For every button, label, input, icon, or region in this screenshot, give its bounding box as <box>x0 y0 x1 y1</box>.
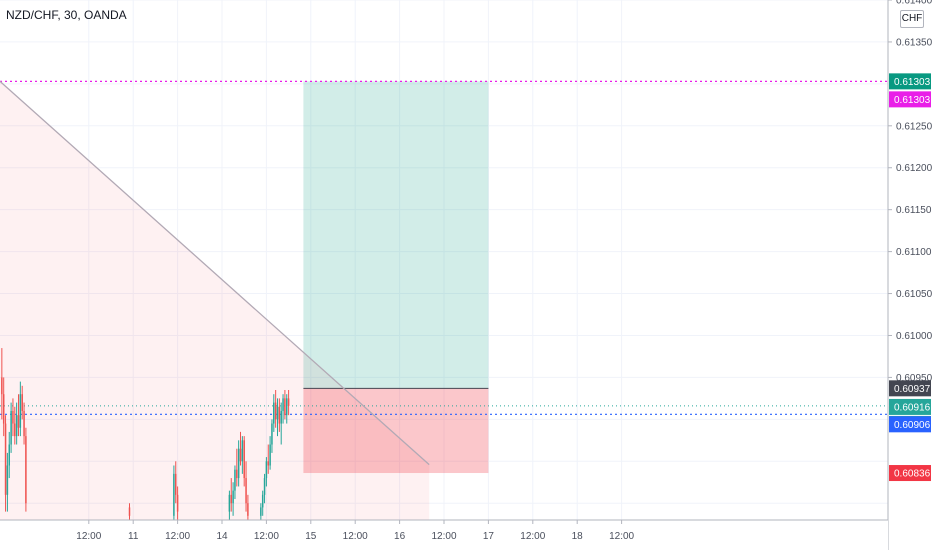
candle-body <box>241 440 244 462</box>
current-price-tag-bg <box>889 398 931 415</box>
time-tick-label: 12:00 <box>254 531 279 542</box>
candle-body <box>8 444 10 466</box>
time-tick-label: 15 <box>305 531 317 542</box>
loss-zone <box>303 388 489 474</box>
price-tags: 0.613030.613030.609370.6091609:360.60906… <box>889 73 931 482</box>
time-tick-label: 14 <box>216 531 228 542</box>
price-level-lines <box>0 80 888 415</box>
entry-price-tag: 0.60937 <box>894 384 931 395</box>
currency-button[interactable]: CHF <box>900 10 924 28</box>
candle-body <box>263 478 266 495</box>
take-profit-tag: 0.61303 <box>894 77 931 88</box>
candle-body <box>176 494 179 512</box>
price-tick-label: 0.60950 <box>896 373 932 384</box>
candle-body <box>276 406 279 420</box>
candle-body <box>128 507 131 516</box>
chart-grid <box>0 0 888 520</box>
candle-body <box>274 402 277 420</box>
price-tick-label: 0.61150 <box>896 205 932 216</box>
price-tick-label: 0.61100 <box>896 247 932 258</box>
candle-body <box>23 410 25 437</box>
time-tick-label: 12:00 <box>343 531 368 542</box>
candle-body <box>260 507 262 516</box>
candle-body <box>245 478 247 504</box>
candlestick-series <box>1 348 290 520</box>
trend-shade <box>0 81 430 521</box>
time-tick-label: 12:00 <box>520 531 545 542</box>
candle-body <box>282 398 284 411</box>
magenta-level-tag-bg <box>889 91 931 108</box>
trend-line[interactable] <box>0 80 430 466</box>
candle-body <box>265 461 268 479</box>
price-tick-label: 0.61050 <box>896 289 932 300</box>
take-profit-tag-bg <box>889 73 931 90</box>
candle-body <box>236 469 238 479</box>
candle-body <box>173 473 175 516</box>
time-axis-background <box>0 520 888 550</box>
time-axis[interactable]: 12:00 11 12:00 14 12:00 15 12:00 16 12:00 17 12:00… <box>0 519 888 550</box>
time-tick-label: 12:00 <box>609 531 634 542</box>
candle-body <box>269 444 271 466</box>
candle-body <box>230 494 232 504</box>
price-tick-label: 0.61400 <box>896 0 932 7</box>
entry-price-tag-bg <box>889 380 931 397</box>
candle-body <box>273 402 275 424</box>
candle-body <box>287 398 290 406</box>
drawing-tools[interactable] <box>0 80 430 466</box>
candle-body <box>15 415 18 437</box>
symbol-title[interactable]: NZD/CHF, 30, OANDA <box>6 8 127 22</box>
time-tick-label: 17 <box>483 531 495 542</box>
candle-body <box>17 415 20 428</box>
price-tick-label: 0.61200 <box>896 163 932 174</box>
candle-body <box>14 423 16 437</box>
candle-body <box>271 423 273 445</box>
time-tick-label: 18 <box>572 531 584 542</box>
candle-body <box>10 410 12 445</box>
candle-body <box>232 490 234 504</box>
stop-loss-tag-bg <box>889 465 931 482</box>
candle-body <box>280 410 282 424</box>
stop-loss-tag: 0.60836 <box>894 469 931 480</box>
candle-body <box>19 394 22 428</box>
candle-body <box>6 465 9 495</box>
price-tick-label: 0.61350 <box>896 37 932 48</box>
candle-body <box>234 469 236 491</box>
candle-body <box>286 398 288 416</box>
candle-body <box>239 448 242 462</box>
price-tick-label: 0.61250 <box>896 121 932 132</box>
current-price-tag: 0.60916 <box>894 402 931 413</box>
candle-body <box>1 377 3 395</box>
candle-body <box>278 406 281 424</box>
candle-body <box>175 473 177 495</box>
price-tick-label: 0.61000 <box>896 331 932 342</box>
candle-body <box>247 503 249 516</box>
candle-body <box>12 410 14 424</box>
time-tick-label: 16 <box>394 531 406 542</box>
candle-body <box>228 494 231 512</box>
blue-level-tag-bg <box>889 416 931 433</box>
candle-body <box>261 494 264 508</box>
candle-body <box>21 394 23 411</box>
time-tick-label: 12:00 <box>431 531 456 542</box>
candle-body <box>243 440 245 479</box>
time-tick-label: 11 <box>128 531 139 542</box>
blue-level-tag: 0.60906 <box>894 420 931 431</box>
profit-zone <box>303 81 489 389</box>
candle-body <box>284 398 286 416</box>
candle-body <box>267 461 269 466</box>
magenta-level-tag: 0.61303 <box>894 95 931 106</box>
candle-body <box>4 423 7 495</box>
time-tick-label: 12:00 <box>165 531 190 542</box>
candle-body <box>25 436 27 504</box>
candle-body <box>237 448 240 479</box>
candle-body <box>2 394 5 424</box>
time-tick-label: 12:00 <box>76 531 101 542</box>
drawing-zones <box>0 81 489 521</box>
